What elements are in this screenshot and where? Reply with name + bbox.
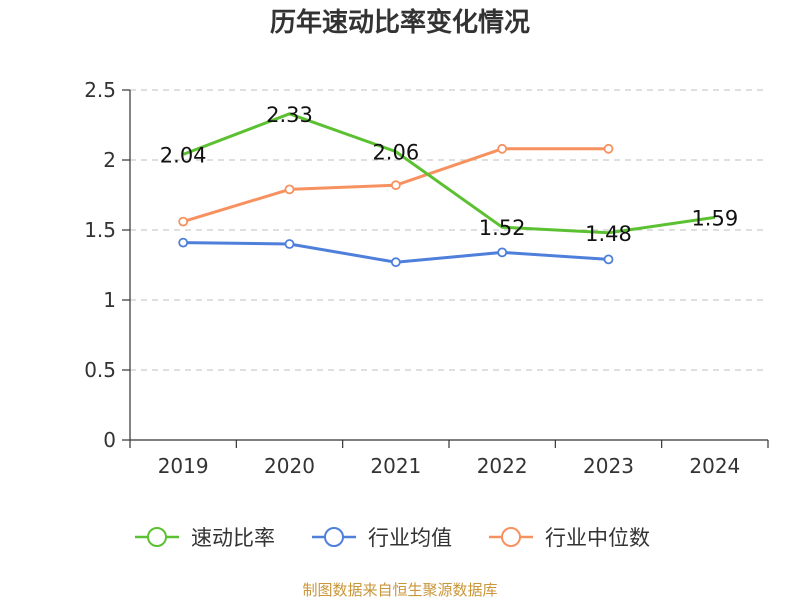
y-tick-label: 2.5 — [84, 78, 116, 102]
data-label: 1.48 — [585, 222, 632, 246]
series-point — [497, 143, 508, 154]
legend-marker — [147, 527, 167, 547]
chart-title: 历年速动比率变化情况 — [270, 7, 530, 38]
series-point — [178, 216, 189, 227]
series-line-1 — [182, 112, 716, 235]
series-point — [390, 180, 401, 191]
x-tick-label: 2020 — [264, 454, 315, 478]
legend-marker — [501, 527, 521, 547]
series-point — [603, 143, 614, 154]
series-point — [284, 239, 295, 249]
legend-item-2[interactable]: 行业均值 — [312, 526, 452, 550]
x-tick-label: 2019 — [158, 454, 209, 478]
series-point — [390, 257, 401, 268]
x-tick-label: 2023 — [583, 454, 634, 478]
series-point — [497, 247, 508, 258]
data-label: 2.33 — [266, 103, 313, 127]
legend-label: 行业中位数 — [545, 526, 650, 550]
y-tick-label: 1.5 — [84, 218, 116, 242]
data-label: 2.06 — [372, 141, 419, 165]
y-tick-label: 0.5 — [84, 358, 116, 382]
source-note: 制图数据来自恒生聚源数据库 — [302, 581, 497, 599]
data-label: 2.04 — [160, 143, 207, 167]
x-tick-label: 2024 — [689, 454, 740, 478]
legend-item-1[interactable]: 速动比率 — [135, 526, 275, 550]
y-tick-label: 2 — [103, 148, 116, 172]
y-tick-label: 1 — [103, 288, 116, 312]
legend-label: 行业均值 — [368, 526, 452, 550]
x-tick-label: 2021 — [370, 454, 421, 478]
data-label: 1.59 — [691, 206, 738, 230]
legend-label: 速动比率 — [191, 526, 275, 550]
series-point — [284, 184, 295, 195]
legend-item-3[interactable]: 行业中位数 — [489, 526, 650, 550]
y-tick-label: 0 — [103, 428, 116, 452]
series-point — [603, 254, 614, 265]
data-label: 1.52 — [479, 216, 526, 240]
legend-marker — [324, 527, 344, 547]
x-tick-label: 2022 — [477, 454, 528, 478]
series-point — [178, 237, 189, 248]
